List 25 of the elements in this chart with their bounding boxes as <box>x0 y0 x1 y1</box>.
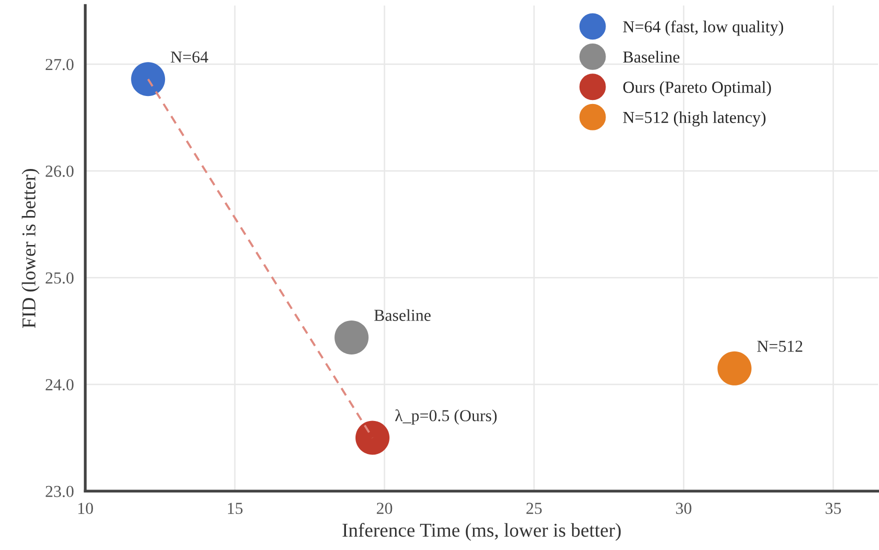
x-axis-title: Inference Time (ms, lower is better) <box>342 522 621 541</box>
x-tick-label: 20 <box>376 502 392 514</box>
y-tick-label: 25.0 <box>46 272 74 284</box>
point <box>718 351 752 386</box>
y-tick-label: 26.0 <box>46 166 74 177</box>
y-tick-label: 23.0 <box>46 486 74 498</box>
x-tick-label: 30 <box>676 502 692 514</box>
annotation: N=512 <box>757 340 802 352</box>
annotation: λ_p=0.5 (Ours) <box>395 409 497 425</box>
x-tick-label: 25 <box>526 502 542 514</box>
y-tick-label: 27.0 <box>46 58 74 70</box>
legend-label: Baseline <box>623 50 680 63</box>
y-tick-label: 24.0 <box>46 379 74 390</box>
point <box>131 62 166 96</box>
y-axis-title: FID (lower is better) <box>22 168 40 328</box>
x-tick-label: 35 <box>826 502 841 514</box>
x-tick-label: 15 <box>228 502 243 514</box>
point <box>334 320 369 354</box>
legend-label: N=512 (high latency) <box>623 111 766 127</box>
annotation: N=64 <box>170 51 208 63</box>
legend-label: N=64 (fast, low quality) <box>623 20 784 36</box>
x-tick-label: 10 <box>78 502 93 514</box>
point <box>355 420 390 455</box>
legend-label: Ours (Pareto Optimal) <box>623 81 771 96</box>
annotation: Baseline <box>374 309 431 321</box>
